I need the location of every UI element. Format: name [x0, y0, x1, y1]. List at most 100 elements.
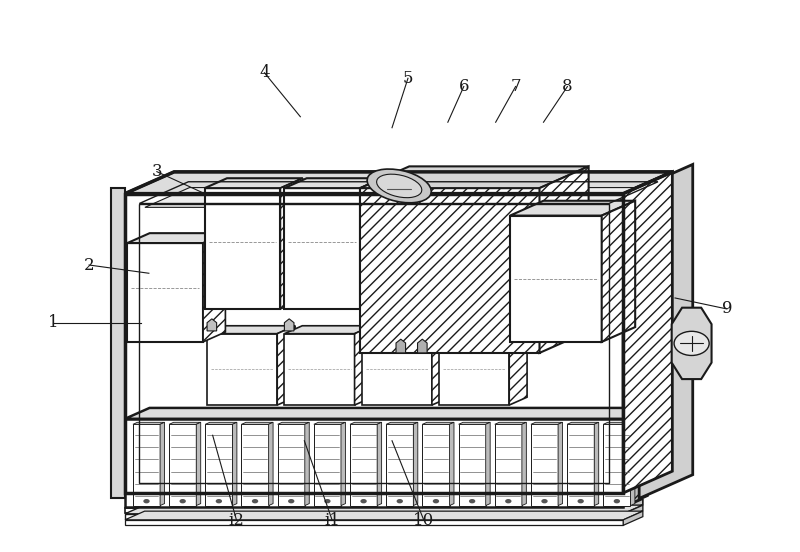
- Polygon shape: [314, 424, 341, 506]
- Polygon shape: [242, 424, 269, 506]
- Text: i2: i2: [229, 512, 245, 529]
- Polygon shape: [169, 422, 201, 424]
- Polygon shape: [305, 422, 310, 506]
- Polygon shape: [285, 178, 382, 188]
- Polygon shape: [510, 326, 527, 405]
- Text: 6: 6: [458, 78, 469, 95]
- Polygon shape: [439, 333, 510, 405]
- Polygon shape: [418, 339, 427, 353]
- Polygon shape: [125, 194, 623, 493]
- Polygon shape: [510, 216, 602, 342]
- Polygon shape: [350, 422, 382, 424]
- Text: 8: 8: [562, 78, 573, 95]
- Polygon shape: [169, 424, 196, 506]
- Polygon shape: [386, 422, 418, 424]
- Polygon shape: [278, 424, 305, 506]
- Polygon shape: [125, 408, 648, 419]
- Polygon shape: [278, 326, 295, 405]
- Circle shape: [360, 499, 366, 503]
- Polygon shape: [360, 178, 382, 309]
- Polygon shape: [133, 424, 160, 506]
- Polygon shape: [432, 326, 450, 405]
- Polygon shape: [285, 333, 354, 405]
- Polygon shape: [486, 422, 490, 506]
- Polygon shape: [623, 499, 643, 513]
- Polygon shape: [531, 424, 558, 506]
- Polygon shape: [630, 422, 635, 506]
- Text: 2: 2: [84, 257, 94, 273]
- Circle shape: [324, 499, 330, 503]
- Polygon shape: [623, 511, 643, 526]
- Polygon shape: [539, 166, 589, 353]
- Polygon shape: [494, 424, 522, 506]
- Polygon shape: [360, 166, 589, 188]
- Polygon shape: [278, 422, 310, 424]
- Polygon shape: [127, 243, 203, 342]
- Text: 4: 4: [259, 64, 270, 81]
- Polygon shape: [133, 422, 165, 424]
- Polygon shape: [242, 422, 273, 424]
- Text: i1: i1: [324, 512, 340, 529]
- Text: 1: 1: [48, 314, 58, 331]
- Circle shape: [469, 499, 475, 503]
- Polygon shape: [522, 422, 526, 506]
- Polygon shape: [125, 508, 623, 513]
- Polygon shape: [510, 201, 635, 216]
- Circle shape: [143, 499, 150, 503]
- Polygon shape: [458, 422, 490, 424]
- Polygon shape: [494, 422, 526, 424]
- Polygon shape: [531, 422, 562, 424]
- Polygon shape: [206, 422, 237, 424]
- Text: 10: 10: [414, 512, 434, 529]
- Circle shape: [216, 499, 222, 503]
- Text: 3: 3: [151, 163, 162, 180]
- Polygon shape: [125, 511, 643, 520]
- Polygon shape: [623, 505, 643, 519]
- Polygon shape: [396, 339, 406, 353]
- Polygon shape: [603, 424, 630, 506]
- Polygon shape: [145, 188, 648, 208]
- Polygon shape: [558, 422, 562, 506]
- Polygon shape: [354, 326, 373, 405]
- Polygon shape: [160, 422, 165, 506]
- Polygon shape: [127, 233, 226, 243]
- Polygon shape: [422, 424, 450, 506]
- Text: 7: 7: [510, 78, 521, 95]
- Polygon shape: [386, 424, 414, 506]
- Polygon shape: [314, 422, 346, 424]
- Circle shape: [542, 499, 548, 503]
- Circle shape: [288, 499, 294, 503]
- Polygon shape: [205, 178, 302, 188]
- Polygon shape: [125, 514, 623, 519]
- Circle shape: [397, 499, 403, 503]
- Polygon shape: [362, 333, 432, 405]
- Polygon shape: [603, 422, 635, 424]
- Circle shape: [674, 331, 709, 355]
- Polygon shape: [196, 422, 201, 506]
- Polygon shape: [623, 172, 672, 493]
- Polygon shape: [125, 172, 672, 194]
- Polygon shape: [125, 499, 643, 508]
- Polygon shape: [285, 326, 373, 333]
- Ellipse shape: [377, 174, 422, 198]
- Polygon shape: [205, 188, 281, 309]
- Circle shape: [433, 499, 439, 503]
- Polygon shape: [341, 422, 346, 506]
- Text: 9: 9: [722, 300, 732, 317]
- Polygon shape: [672, 307, 711, 379]
- Polygon shape: [285, 319, 294, 331]
- Polygon shape: [206, 424, 233, 506]
- Polygon shape: [285, 188, 360, 309]
- Polygon shape: [203, 233, 226, 342]
- Polygon shape: [567, 424, 594, 506]
- Polygon shape: [281, 178, 302, 309]
- Circle shape: [252, 499, 258, 503]
- Polygon shape: [639, 164, 693, 498]
- Ellipse shape: [367, 169, 431, 203]
- Polygon shape: [422, 422, 454, 424]
- Text: 5: 5: [402, 70, 414, 87]
- Polygon shape: [207, 326, 295, 333]
- Polygon shape: [125, 520, 623, 526]
- Polygon shape: [360, 188, 539, 353]
- Polygon shape: [567, 422, 598, 424]
